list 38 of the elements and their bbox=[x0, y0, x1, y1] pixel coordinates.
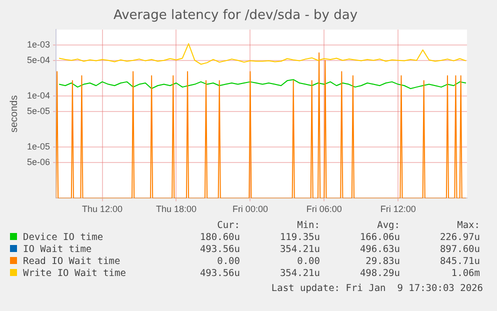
text: 0.00 bbox=[296, 256, 320, 268]
x-tick-label: Fri 00:00 bbox=[232, 204, 268, 214]
text: 493.56u bbox=[198, 268, 240, 280]
y-tick-label: 1e-05 bbox=[26, 142, 50, 152]
legend-label: Read IO Wait time bbox=[22, 256, 122, 268]
y-tick-label: 1e-04 bbox=[26, 90, 50, 101]
y-axis-title: seconds bbox=[8, 95, 20, 133]
x-tick-label: Thu 12:00 bbox=[82, 204, 123, 214]
legend-label: Device IO time bbox=[22, 232, 104, 244]
legend-label: Write IO Wait time bbox=[22, 268, 127, 280]
y-tick-label: 5e-06 bbox=[26, 156, 50, 167]
text: 498.29u bbox=[358, 268, 400, 280]
text: 180.60u bbox=[198, 232, 240, 244]
text: 29.83u bbox=[364, 256, 400, 268]
text: 493.56u bbox=[198, 244, 240, 256]
text: 496.63u bbox=[358, 244, 400, 256]
x-tick-label: Thu 18:00 bbox=[156, 204, 196, 214]
text: Min: bbox=[296, 220, 320, 232]
text: Cur: bbox=[216, 220, 240, 232]
text: 0.00 bbox=[216, 256, 240, 268]
text: 119.35u bbox=[278, 232, 320, 244]
text: 166.06u bbox=[358, 232, 400, 244]
y-tick-label: 5e-05 bbox=[26, 106, 50, 116]
text: 354.21u bbox=[278, 268, 320, 280]
x-tick-label: Fri 12:00 bbox=[380, 204, 416, 214]
text: Max: bbox=[456, 220, 480, 232]
text: 226.97u bbox=[438, 232, 480, 244]
y-tick-label: 1e-03 bbox=[26, 39, 50, 50]
text: 1.06m bbox=[450, 268, 480, 280]
text: 354.21u bbox=[278, 244, 320, 256]
x-tick-label: Fri 06:00 bbox=[306, 204, 342, 214]
y-tick-label: 5e-04 bbox=[26, 54, 50, 65]
text: Avg: bbox=[376, 220, 400, 232]
chart-title: Average latency for /dev/sda - by day bbox=[113, 8, 358, 24]
text: 897.60u bbox=[438, 244, 480, 256]
text: Last update: Fri Jan 9 17:30:03 2026 bbox=[271, 283, 483, 294]
text: 845.71u bbox=[438, 256, 480, 268]
legend-label: IO Wait time bbox=[22, 244, 93, 256]
